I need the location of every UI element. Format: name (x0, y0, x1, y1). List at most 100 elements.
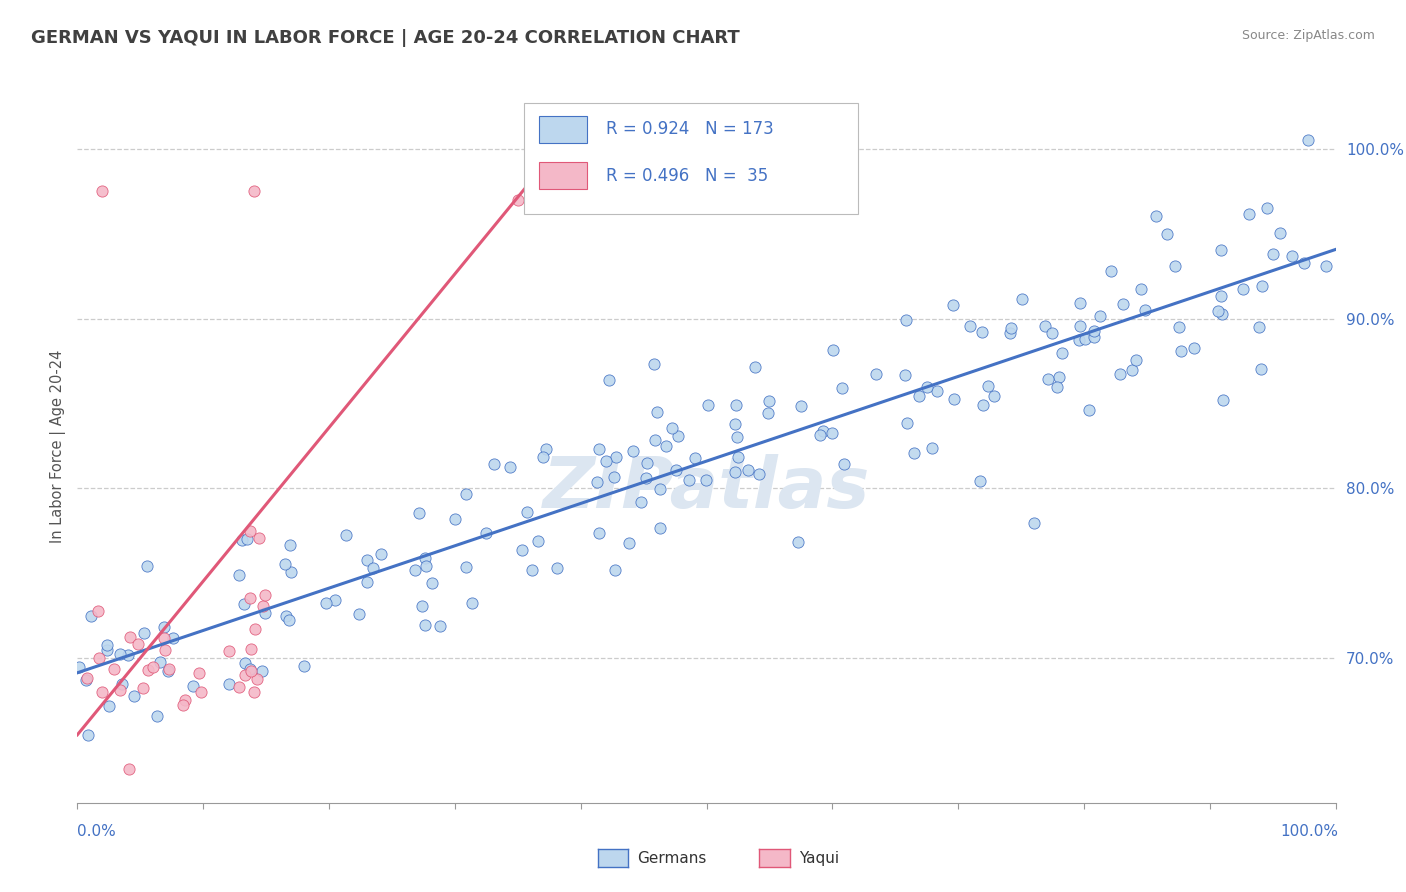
Point (280, 566, 302, 580)
Point (79, 609, 101, 624)
Point (678, 474, 700, 488)
Point (75, 673, 97, 687)
Point (644, 433, 666, 447)
Point (228, 568, 250, 582)
Point (1168, 319, 1191, 334)
Point (188, 665, 211, 680)
Point (233, 656, 256, 670)
Point (1315, 259, 1337, 273)
Point (1111, 297, 1133, 311)
Point (96, 642, 118, 657)
Point (97, 699, 120, 714)
Point (724, 398, 747, 412)
Point (506, 193, 529, 207)
Point (756, 406, 779, 420)
Point (896, 312, 918, 326)
Point (408, 507, 430, 521)
Point (233, 597, 256, 611)
Point (786, 534, 808, 549)
Point (724, 417, 747, 431)
Point (498, 459, 520, 474)
Point (242, 184, 264, 198)
Point (484, 457, 506, 471)
Point (239, 662, 262, 676)
Point (758, 394, 780, 409)
Point (531, 450, 554, 464)
Point (648, 483, 671, 497)
Point (1156, 227, 1178, 242)
Point (142, 660, 165, 674)
Point (650, 521, 672, 535)
Point (588, 525, 610, 540)
Point (1249, 320, 1271, 334)
Point (665, 462, 688, 476)
Point (1069, 319, 1091, 334)
Point (1261, 246, 1284, 260)
Point (117, 762, 139, 776)
Point (108, 683, 131, 698)
Point (239, 524, 262, 538)
Point (155, 643, 177, 657)
Point (831, 381, 853, 395)
Point (821, 343, 844, 357)
Point (1250, 362, 1272, 376)
Point (1069, 296, 1091, 310)
Point (474, 526, 496, 541)
Point (461, 596, 484, 610)
Point (242, 685, 264, 699)
Point (218, 643, 240, 657)
FancyBboxPatch shape (538, 116, 586, 143)
Point (315, 596, 337, 610)
Point (86, 604, 108, 618)
Point (1170, 344, 1192, 359)
Point (725, 430, 748, 444)
Point (1050, 346, 1073, 360)
Text: GERMAN VS YAQUI IN LABOR FORCE | AGE 20-24 CORRELATION CHART: GERMAN VS YAQUI IN LABOR FORCE | AGE 20-… (31, 29, 740, 46)
Point (925, 384, 948, 399)
Point (959, 319, 981, 334)
Point (157, 662, 180, 676)
Point (228, 680, 250, 694)
Point (1073, 332, 1095, 346)
Point (1011, 292, 1033, 306)
Point (1206, 303, 1229, 318)
Point (1130, 281, 1153, 295)
Point (510, 542, 533, 557)
Point (356, 553, 378, 567)
Point (724, 466, 747, 480)
Point (630, 495, 652, 509)
Point (454, 486, 477, 500)
Point (972, 326, 994, 340)
Point (91, 184, 114, 198)
Point (737, 463, 759, 477)
Text: Yaqui: Yaqui (799, 851, 839, 865)
Point (1268, 226, 1291, 240)
Point (240, 664, 263, 678)
Point (454, 560, 477, 574)
Point (153, 619, 176, 633)
Point (239, 591, 262, 606)
Point (356, 574, 378, 589)
Point (516, 505, 538, 519)
Point (415, 550, 437, 565)
Point (1083, 330, 1105, 344)
Point (969, 474, 991, 488)
Point (621, 443, 644, 458)
Text: R = 0.496   N =  35: R = 0.496 N = 35 (606, 167, 768, 185)
Text: 0.0%: 0.0% (77, 824, 117, 838)
Point (278, 538, 301, 552)
Point (1281, 249, 1303, 263)
Point (273, 557, 295, 571)
Point (444, 512, 467, 526)
Point (294, 658, 316, 673)
Point (821, 426, 844, 441)
Point (808, 427, 831, 442)
Point (1182, 341, 1205, 355)
Point (134, 626, 156, 640)
Point (1069, 333, 1091, 347)
Point (117, 648, 139, 662)
Point (595, 454, 617, 468)
Point (146, 708, 169, 723)
Point (903, 446, 925, 460)
Point (983, 389, 1005, 403)
